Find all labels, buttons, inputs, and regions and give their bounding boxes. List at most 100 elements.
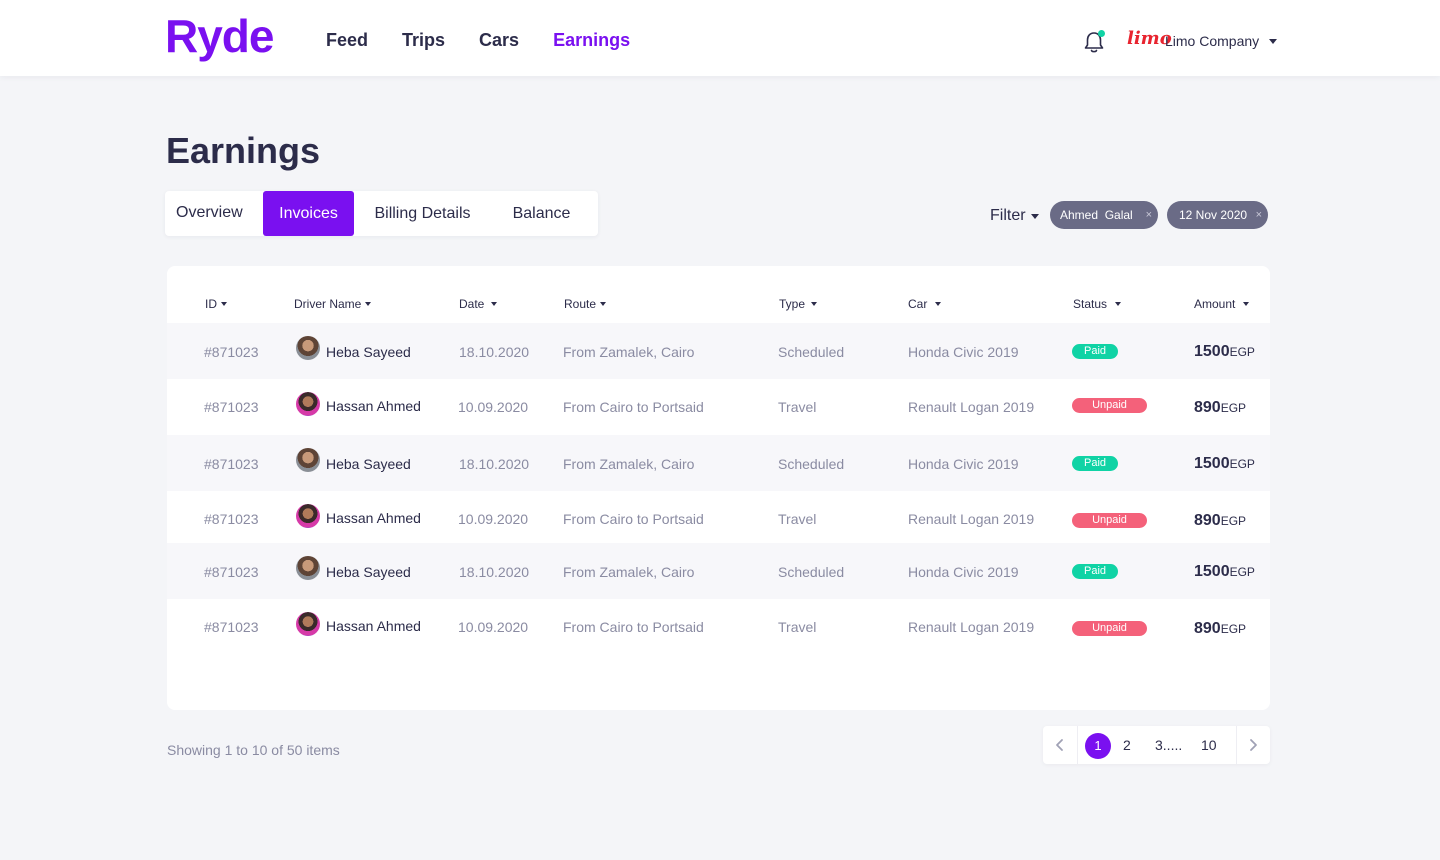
- sort-caret-icon: [811, 302, 818, 306]
- pagination: 2 3..... 10: [1043, 726, 1270, 764]
- status-badge: Unpaid: [1072, 398, 1147, 413]
- trip-type: Scheduled: [778, 344, 845, 360]
- pagination-divider: [1236, 726, 1237, 764]
- nav-item-cars[interactable]: Cars: [479, 30, 520, 50]
- column-header-label: Amount: [1194, 297, 1236, 311]
- pagination-divider: [1077, 726, 1078, 764]
- route: From Zamalek, Cairo: [563, 564, 695, 580]
- page-1-button[interactable]: 1: [1085, 733, 1111, 759]
- column-header-car[interactable]: Car: [908, 297, 942, 311]
- route: From Cairo to Portsaid: [563, 619, 704, 635]
- amount: 890EGP: [1194, 398, 1246, 418]
- invoice-id: #871023: [204, 344, 259, 360]
- avatar: [296, 392, 320, 416]
- trip-type: Scheduled: [778, 564, 845, 580]
- driver-name: Hassan Ahmed: [326, 398, 421, 414]
- invoice-date: 10.09.2020: [458, 511, 529, 527]
- column-header-status[interactable]: Status: [1073, 297, 1122, 311]
- tab-invoices[interactable]: Invoices: [263, 191, 354, 236]
- trip-type: Scheduled: [778, 456, 845, 472]
- amount-value: 1500: [1194, 455, 1230, 472]
- car: Honda Civic 2019: [908, 564, 1019, 580]
- close-icon[interactable]: ×: [1255, 209, 1262, 221]
- column-header-label: Status: [1073, 297, 1108, 311]
- column-header-id[interactable]: ID: [205, 297, 227, 311]
- sort-caret-icon: [365, 302, 372, 306]
- page-2-button[interactable]: 2: [1123, 737, 1131, 753]
- tab-billing-details[interactable]: Billing Details: [374, 205, 471, 222]
- sort-caret-icon: [1115, 302, 1122, 306]
- avatar: [296, 504, 320, 528]
- column-header-route[interactable]: Route: [564, 297, 607, 311]
- invoice-date: 18.10.2020: [459, 456, 530, 472]
- main-nav: Feed Trips Cars Earnings: [326, 28, 664, 52]
- car: Renault Logan 2019: [908, 399, 1035, 415]
- filter-chip-label: 12 Nov 2020: [1179, 208, 1248, 222]
- column-header-label: Route: [564, 297, 597, 311]
- company-logo: limo: [1127, 28, 1172, 49]
- pagination-summary: Showing 1 to 10 of 50 items: [167, 742, 340, 758]
- amount-value: 890: [1194, 620, 1221, 637]
- driver-name: Heba Sayeed: [326, 344, 411, 360]
- invoice-date: 10.09.2020: [458, 399, 529, 415]
- sort-caret-icon: [221, 302, 227, 306]
- currency: EGP: [1229, 565, 1255, 579]
- brand-logo[interactable]: Ryde: [165, 10, 274, 62]
- invoice-id: #871023: [204, 511, 259, 527]
- driver-name: Heba Sayeed: [326, 564, 411, 580]
- amount: 890EGP: [1194, 619, 1246, 639]
- chevron-down-icon[interactable]: [1269, 39, 1277, 44]
- chevron-right-icon[interactable]: [1245, 737, 1261, 753]
- invoice-id: #871023: [204, 399, 259, 415]
- column-header-date[interactable]: Date: [459, 297, 498, 311]
- avatar: [296, 448, 320, 472]
- filter-chip-date[interactable]: 12 Nov 2020 ×: [1167, 201, 1268, 229]
- sort-caret-icon: [491, 302, 498, 306]
- avatar: [296, 336, 320, 360]
- top-navbar: Ryde Feed Trips Cars Earnings limo Limo …: [0, 0, 1440, 76]
- column-header-label: Driver Name: [294, 297, 362, 311]
- tab-balance[interactable]: Balance: [512, 205, 571, 222]
- nav-item-feed[interactable]: Feed: [326, 30, 369, 50]
- earnings-tabs: Overview Invoices Billing Details Balanc…: [165, 191, 598, 236]
- filter-chevron-down-icon[interactable]: [1031, 214, 1039, 219]
- car: Renault Logan 2019: [908, 511, 1035, 527]
- sort-caret-icon: [600, 302, 607, 306]
- column-header-label: Type: [779, 297, 806, 311]
- driver-name: Heba Sayeed: [326, 456, 411, 472]
- route: From Zamalek, Cairo: [563, 456, 695, 472]
- column-header-amount[interactable]: Amount: [1194, 297, 1250, 311]
- filter-dropdown[interactable]: Filter: [990, 207, 1026, 224]
- amount: 1500EGP: [1194, 562, 1255, 582]
- invoice-date: 18.10.2020: [459, 344, 530, 360]
- route: From Zamalek, Cairo: [563, 344, 695, 360]
- sort-caret-icon: [1243, 302, 1250, 306]
- sort-caret-icon: [935, 302, 942, 306]
- page-10-button[interactable]: 10: [1201, 737, 1217, 753]
- trip-type: Travel: [778, 399, 817, 415]
- invoice-date: 18.10.2020: [459, 564, 530, 580]
- amount: 890EGP: [1194, 511, 1246, 531]
- close-icon[interactable]: ×: [1145, 209, 1152, 221]
- amount-value: 890: [1194, 399, 1221, 416]
- filter-chip-driver[interactable]: Ahmed Galal ×: [1050, 201, 1158, 229]
- nav-item-trips[interactable]: Trips: [402, 30, 446, 50]
- car: Honda Civic 2019: [908, 456, 1019, 472]
- trip-type: Travel: [778, 511, 817, 527]
- invoice-id: #871023: [204, 456, 259, 472]
- company-name[interactable]: Limo Company: [1165, 33, 1260, 49]
- column-header-type[interactable]: Type: [779, 297, 818, 311]
- nav-item-earnings[interactable]: Earnings: [553, 30, 631, 50]
- invoice-date: 10.09.2020: [458, 619, 529, 635]
- page-3-button[interactable]: 3.....: [1155, 737, 1183, 753]
- tab-overview[interactable]: Overview: [176, 204, 243, 221]
- chevron-left-icon[interactable]: [1052, 737, 1068, 753]
- amount-value: 1500: [1194, 563, 1230, 580]
- status-badge: Unpaid: [1072, 513, 1147, 528]
- route: From Cairo to Portsaid: [563, 399, 704, 415]
- status-badge: Paid: [1072, 564, 1118, 579]
- avatar: [296, 556, 320, 580]
- column-header-driver-name[interactable]: Driver Name: [294, 297, 372, 311]
- column-header-label: Date: [459, 297, 485, 311]
- filter-chip-label: Ahmed Galal: [1060, 208, 1133, 222]
